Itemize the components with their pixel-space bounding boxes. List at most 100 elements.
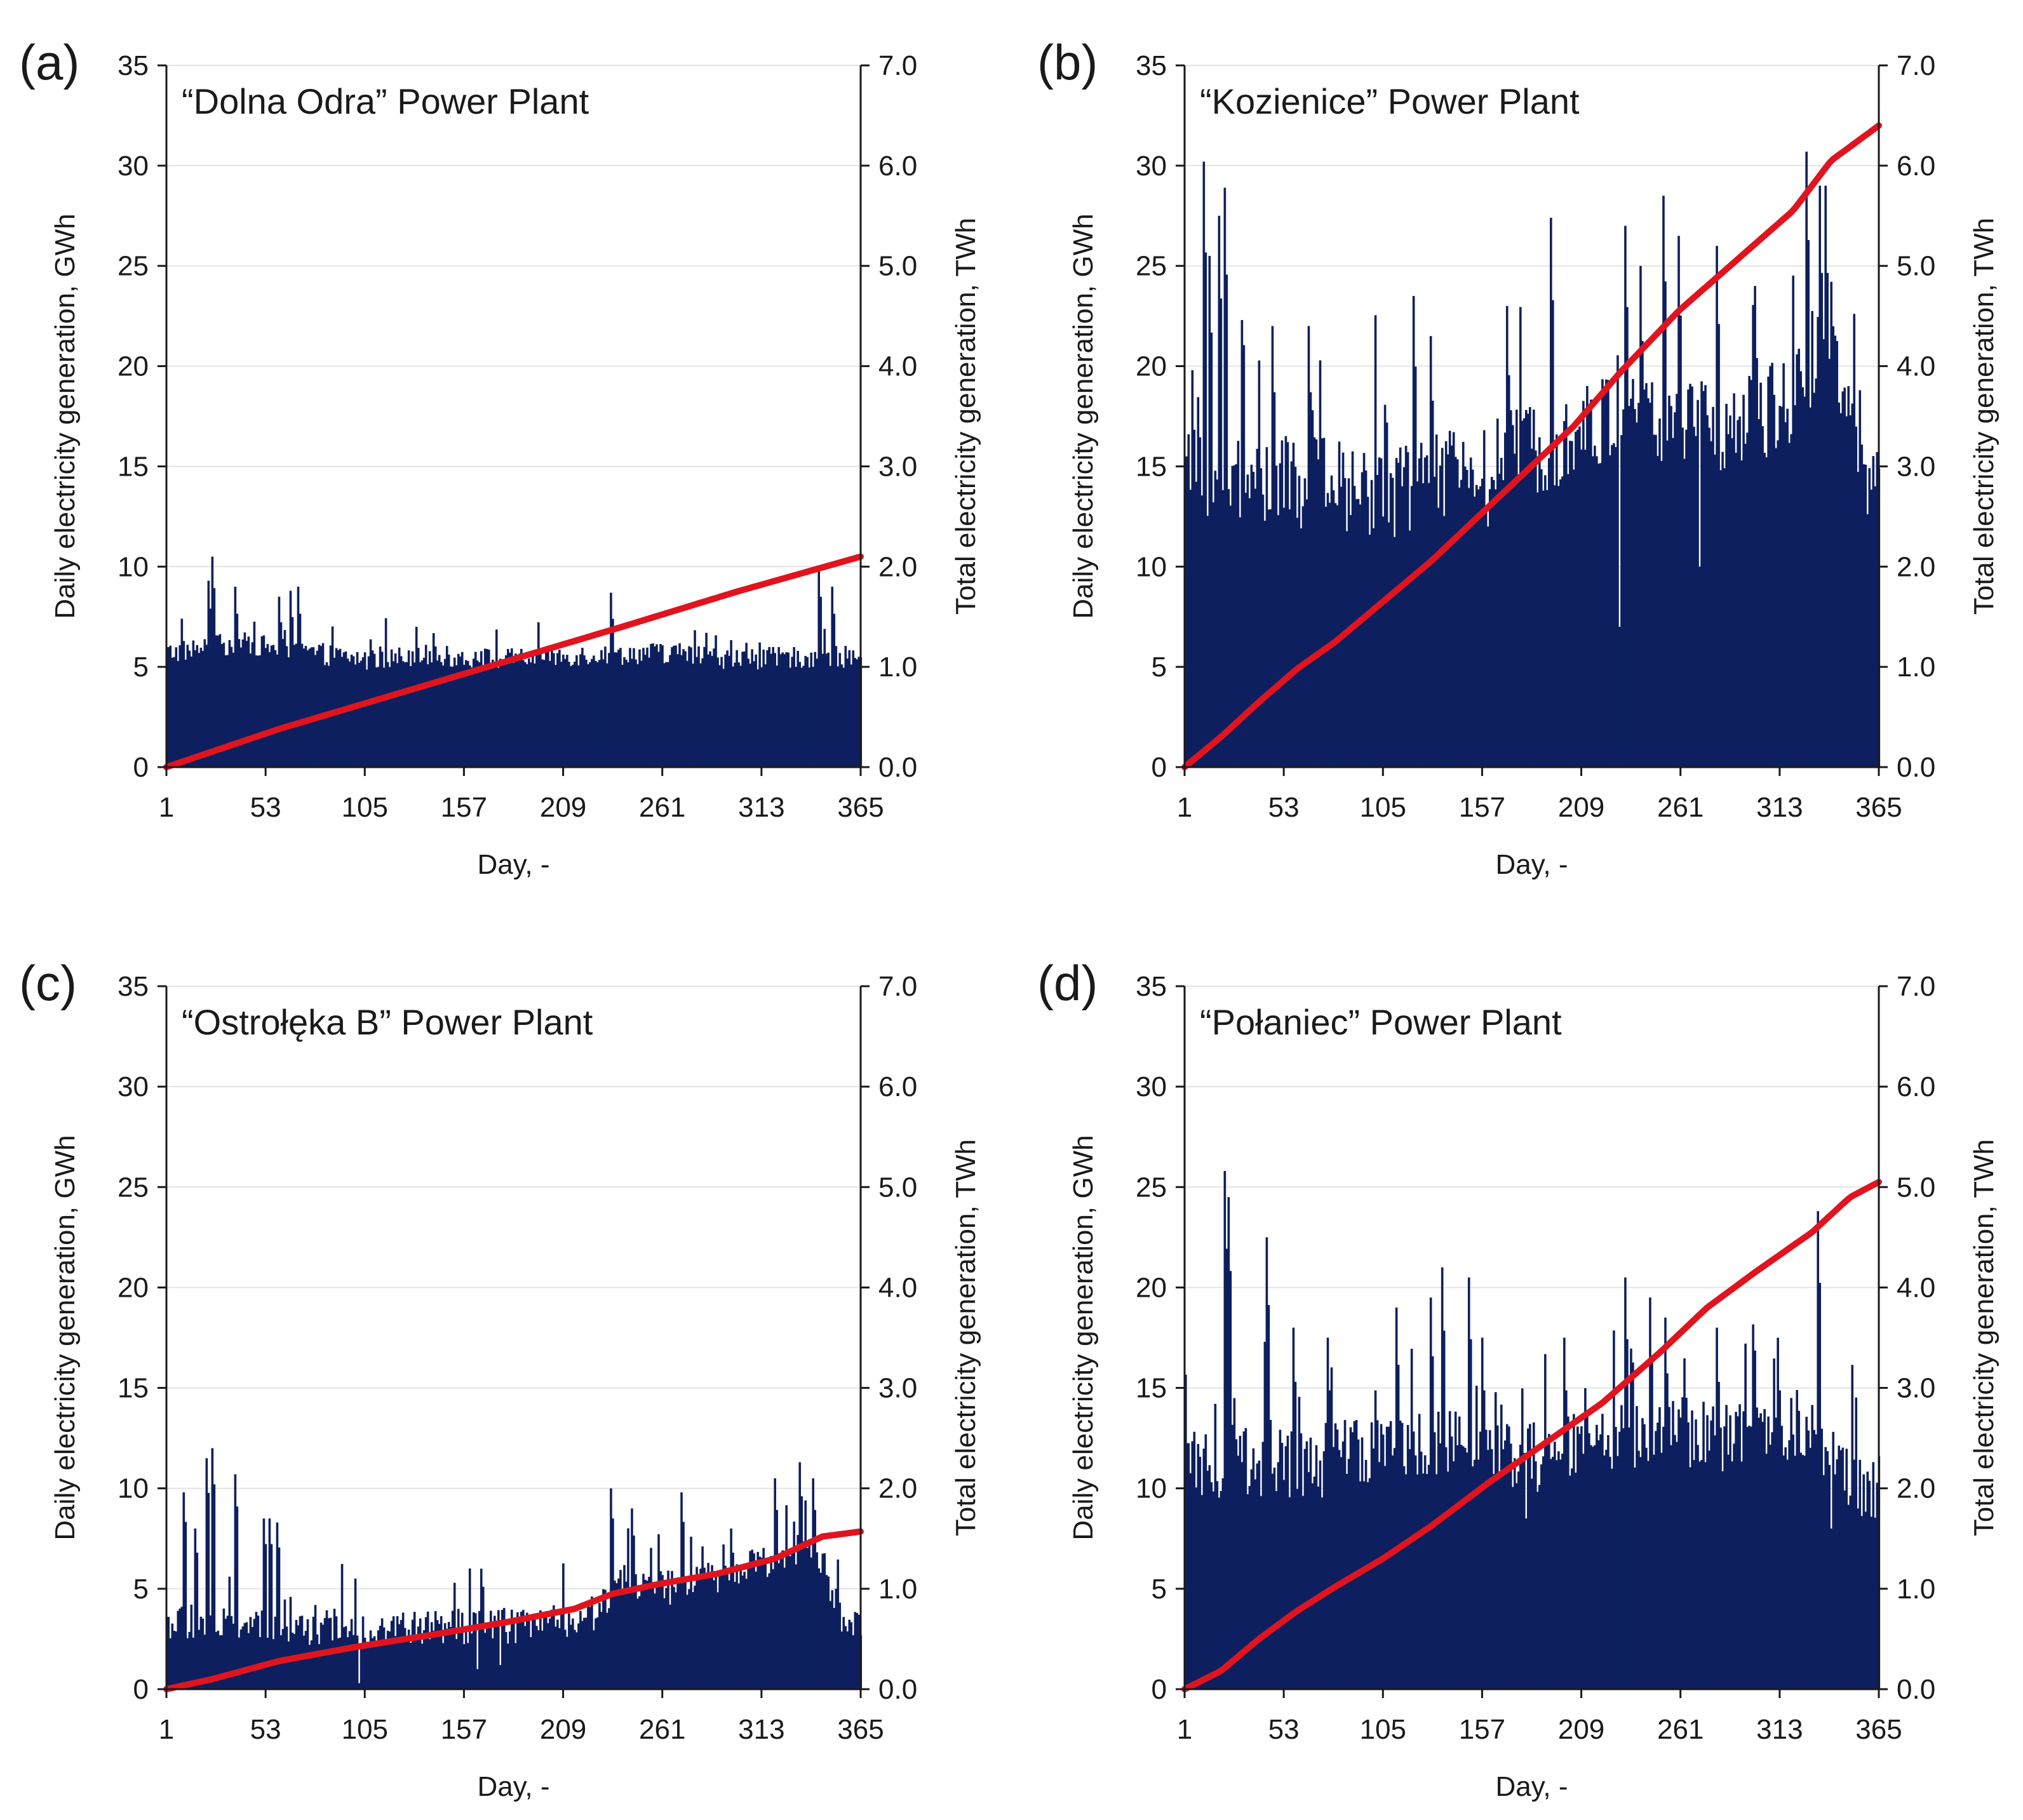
daily-bar bbox=[306, 650, 309, 767]
daily-bar bbox=[1397, 1365, 1400, 1689]
daily-bar bbox=[1286, 442, 1289, 767]
daily-bar bbox=[848, 650, 851, 767]
daily-bar bbox=[596, 662, 599, 767]
daily-bar bbox=[272, 645, 275, 767]
daily-bar bbox=[718, 1570, 721, 1689]
daily-bar bbox=[682, 649, 685, 767]
daily-bar bbox=[1708, 427, 1710, 767]
daily-bar bbox=[1634, 409, 1636, 767]
daily-bar bbox=[1511, 425, 1514, 767]
daily-bar bbox=[532, 653, 534, 767]
y2-axis-title: Total electricity generation, TWh bbox=[1968, 218, 1999, 615]
daily-bar bbox=[581, 1621, 584, 1689]
daily-bar bbox=[564, 1629, 567, 1689]
daily-bar bbox=[188, 650, 191, 767]
daily-bar bbox=[438, 1624, 441, 1689]
daily-bar bbox=[205, 1458, 208, 1689]
daily-bar bbox=[1738, 1404, 1741, 1689]
daily-bar bbox=[1637, 403, 1640, 767]
daily-bar bbox=[795, 667, 798, 767]
daily-bar bbox=[1554, 1442, 1556, 1689]
daily-bar bbox=[199, 647, 203, 767]
daily-bar bbox=[560, 662, 563, 767]
daily-bar bbox=[422, 1630, 426, 1689]
y-tick-label: 15 bbox=[118, 451, 149, 482]
y-tick-label: 20 bbox=[1136, 351, 1167, 382]
daily-bar bbox=[829, 666, 832, 767]
daily-bar bbox=[1454, 1411, 1457, 1689]
daily-bar bbox=[497, 1610, 500, 1689]
y-tick-label: 30 bbox=[118, 151, 149, 182]
daily-bar bbox=[1767, 1416, 1770, 1689]
daily-bar bbox=[745, 1579, 748, 1689]
daily-bar bbox=[485, 1628, 488, 1689]
daily-bar bbox=[1301, 506, 1305, 767]
daily-bar bbox=[491, 659, 494, 767]
y2-tick-label: 4.0 bbox=[1897, 351, 1935, 382]
daily-bar bbox=[1561, 476, 1564, 767]
daily-bar bbox=[838, 1602, 842, 1689]
daily-bar bbox=[612, 1518, 614, 1689]
daily-bar bbox=[1332, 490, 1335, 767]
daily-bar bbox=[1847, 1504, 1850, 1689]
daily-bar bbox=[1500, 1404, 1503, 1689]
daily-bar bbox=[1780, 406, 1783, 767]
daily-bar bbox=[625, 1581, 628, 1689]
daily-bar bbox=[1737, 420, 1739, 767]
daily-bar bbox=[417, 1626, 420, 1689]
daily-bar bbox=[1712, 406, 1714, 767]
daily-bar bbox=[852, 650, 855, 767]
daily-bar bbox=[598, 660, 601, 767]
daily-bar bbox=[239, 1629, 243, 1689]
daily-bar bbox=[1296, 518, 1299, 767]
daily-bar bbox=[1828, 1464, 1831, 1689]
daily-bar bbox=[842, 1617, 845, 1689]
daily-bar bbox=[682, 1522, 685, 1689]
daily-bar bbox=[1498, 473, 1501, 767]
daily-bar bbox=[1796, 354, 1798, 767]
daily-bar bbox=[699, 1569, 702, 1689]
daily-bar bbox=[633, 1536, 635, 1689]
daily-bar bbox=[1484, 511, 1488, 767]
daily-bar bbox=[1237, 1455, 1240, 1689]
daily-bar bbox=[1556, 434, 1558, 767]
daily-bar bbox=[253, 1619, 256, 1689]
daily-bar bbox=[1522, 1452, 1526, 1689]
daily-bar bbox=[403, 1628, 407, 1689]
daily-bar bbox=[1343, 1420, 1347, 1689]
daily-bar bbox=[1414, 1455, 1417, 1689]
daily-bar bbox=[1441, 1267, 1444, 1689]
daily-bar bbox=[1666, 1373, 1669, 1689]
daily-bar bbox=[1744, 1343, 1747, 1689]
daily-bar bbox=[514, 1643, 517, 1689]
daily-bar bbox=[1626, 307, 1629, 767]
daily-bar bbox=[694, 1585, 696, 1689]
daily-bar bbox=[1843, 1490, 1846, 1689]
daily-bar bbox=[1406, 452, 1409, 767]
daily-bar bbox=[1332, 1447, 1335, 1689]
daily-bar bbox=[472, 659, 475, 767]
daily-bar bbox=[545, 650, 548, 767]
daily-bar bbox=[207, 580, 210, 767]
daily-bar bbox=[278, 1547, 281, 1689]
daily-bar bbox=[1437, 507, 1440, 767]
daily-bar bbox=[1315, 1445, 1318, 1689]
y-tick-label: 35 bbox=[1136, 971, 1167, 1002]
daily-bar bbox=[1292, 443, 1295, 767]
daily-bar bbox=[703, 646, 706, 767]
daily-bar bbox=[1240, 319, 1244, 768]
daily-bar bbox=[737, 662, 740, 767]
daily-bar bbox=[1300, 1433, 1303, 1689]
daily-bar bbox=[1843, 387, 1846, 767]
y2-tick-label: 5.0 bbox=[1897, 1172, 1935, 1203]
daily-bar bbox=[186, 1638, 189, 1689]
y2-axis-title: Total electricity generation, TWh bbox=[1968, 1139, 1999, 1536]
daily-bar bbox=[1326, 493, 1329, 767]
daily-bar bbox=[1542, 1456, 1545, 1689]
daily-bar bbox=[346, 1637, 349, 1689]
daily-bar bbox=[1322, 1451, 1326, 1689]
daily-bar bbox=[361, 1616, 365, 1689]
daily-bar bbox=[1615, 446, 1617, 767]
daily-bar bbox=[260, 1610, 264, 1689]
